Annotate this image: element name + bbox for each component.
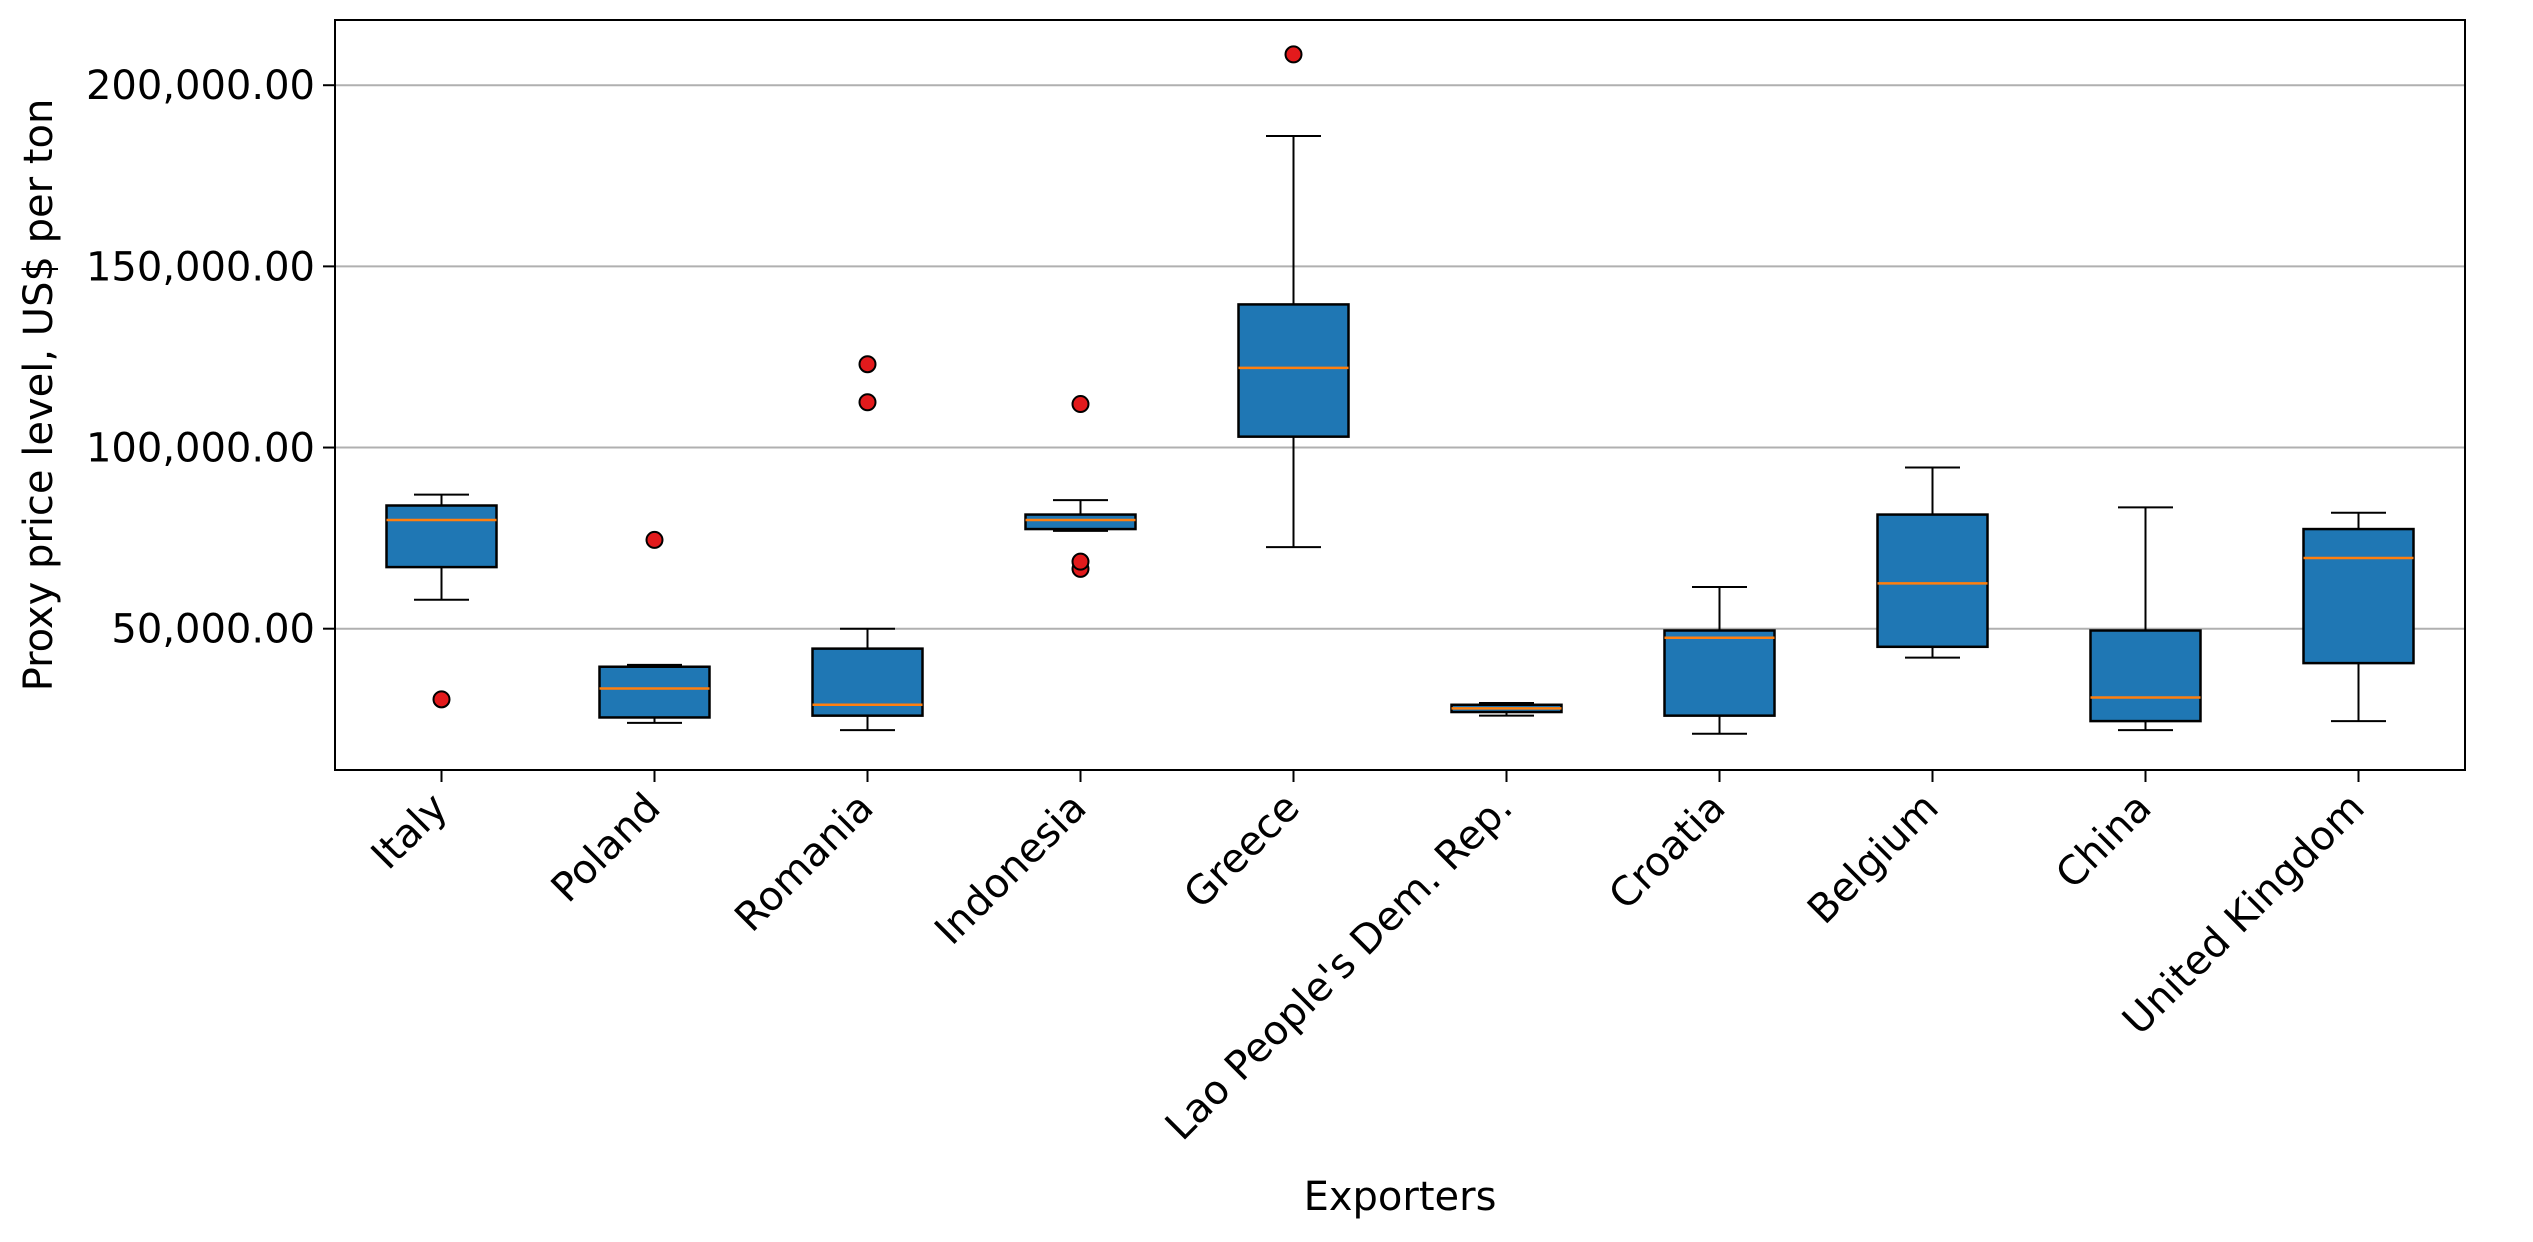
box-iqr <box>598 665 711 719</box>
box-iqr <box>1663 629 1776 717</box>
outlier-point <box>1071 395 1090 414</box>
x-axis-title: Exporters <box>1304 1174 1497 1220</box>
grid-lines <box>335 84 2465 630</box>
x-tick-label: Romania <box>726 785 882 941</box>
x-tick-label: Poland <box>543 785 670 912</box>
outlier-point <box>432 690 451 709</box>
box-iqr <box>1876 513 1989 649</box>
box-poland <box>598 530 711 724</box>
y-axis-title: Proxy price level, US$ per ton <box>16 99 62 692</box>
y-tick-label: 100,000.00 <box>86 426 315 472</box>
box-romania <box>811 355 924 732</box>
boxes <box>385 45 2415 735</box>
box-iqr <box>1024 513 1137 531</box>
x-tick-label: Greece <box>1175 785 1308 918</box>
box-iqr <box>2089 629 2202 723</box>
x-tick-label: Croatia <box>1600 785 1734 919</box>
box-china <box>2089 506 2202 732</box>
y-tick-label: 200,000.00 <box>86 63 315 109</box>
box-iqr <box>1237 303 1350 438</box>
outlier-point <box>858 393 877 412</box>
outlier-point <box>1284 45 1303 64</box>
x-tick-label: Italy <box>363 785 457 879</box>
x-tick-label: Belgium <box>1799 785 1947 933</box>
box-lao-people-s-dem-rep- <box>1450 701 1563 717</box>
y-tick-label: 50,000.00 <box>111 607 315 653</box>
box-iqr <box>385 504 498 569</box>
outlier-point <box>1071 552 1090 571</box>
plot-frame <box>334 19 2466 771</box>
x-tick-label: China <box>2047 785 2160 898</box>
box-croatia <box>1663 586 1776 735</box>
box-united-kingdom <box>2302 511 2415 723</box>
outlier-point <box>858 355 877 374</box>
x-tick-label: Lao People's Dem. Rep. <box>1157 785 1522 1150</box>
y-axis-ticks: 50,000.00 100,000.00 150,000.00 200,000.00 <box>86 63 335 653</box>
box-iqr <box>2302 527 2415 665</box>
box-greece <box>1237 45 1350 549</box>
y-tick-label: 150,000.00 <box>86 244 315 290</box>
box-italy <box>385 493 498 709</box>
outlier-point <box>645 530 664 549</box>
box-belgium <box>1876 466 1989 659</box>
x-tick-label: Indonesia <box>926 785 1095 954</box>
box-indonesia <box>1024 395 1137 578</box>
